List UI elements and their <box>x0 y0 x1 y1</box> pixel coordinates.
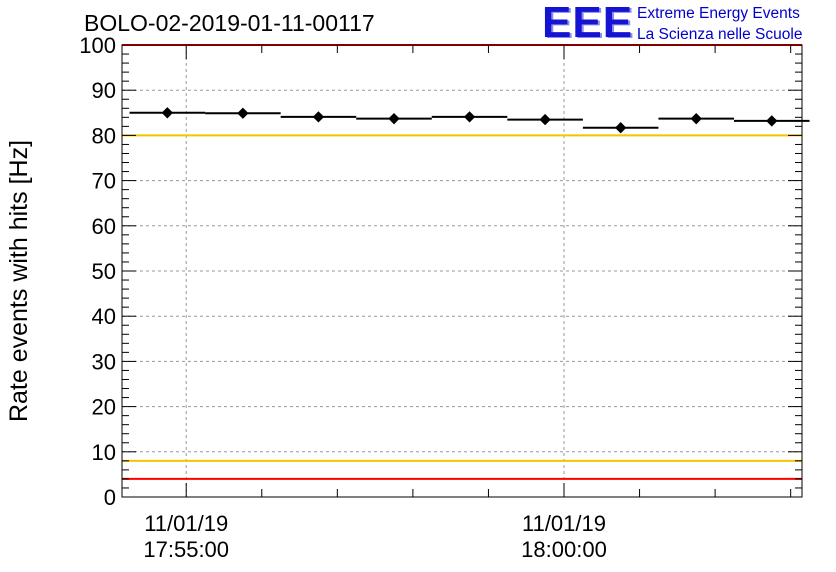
y-tick-label: 0 <box>104 485 116 510</box>
point-marker <box>312 111 325 123</box>
y-tick-label: 30 <box>92 349 116 374</box>
x-tick-label-time: 18:00:00 <box>521 537 607 562</box>
y-tick-label: 80 <box>92 123 116 148</box>
point-marker <box>237 107 249 119</box>
point-marker <box>615 122 627 134</box>
data-point <box>356 113 432 125</box>
logo-line-2: La Scienza nelle Scuole <box>637 26 803 43</box>
point-marker <box>539 113 551 126</box>
data-point <box>205 107 281 119</box>
y-tick-label: 40 <box>92 304 116 329</box>
data-point <box>431 111 508 123</box>
eee-logo: EEE Extreme Energy Events La Scienza nel… <box>542 0 834 48</box>
data-point <box>280 111 357 123</box>
y-tick-label: 90 <box>92 78 116 103</box>
x-tick-label-time: 17:55:00 <box>143 537 229 562</box>
point-marker <box>463 111 476 123</box>
axis-ticks <box>122 44 802 498</box>
point-marker <box>766 115 778 127</box>
y-tick-label: 20 <box>92 395 116 420</box>
logo-mark: EEE <box>542 0 634 47</box>
chart-title: BOLO-02-2019-01-11-00117 <box>84 10 375 36</box>
data-point <box>658 113 734 125</box>
reference-lines <box>122 44 802 480</box>
data-point <box>582 122 659 134</box>
point-marker <box>161 107 173 119</box>
y-tick-label: 50 <box>92 259 116 284</box>
data-point <box>129 107 206 119</box>
x-tick-label-date: 11/01/19 <box>144 511 228 536</box>
data-series <box>129 107 810 134</box>
logo-line-1: Extreme Energy Events <box>637 5 800 22</box>
y-tick-label: 70 <box>92 169 116 194</box>
y-tick-label: 100 <box>79 33 116 58</box>
x-tick-label-date: 11/01/19 <box>522 511 606 536</box>
data-point <box>507 113 583 126</box>
y-axis-title: Rate events with hits [Hz] <box>5 140 33 422</box>
axis-labels: 010203040506070809010011/01/1917:55:0011… <box>5 33 607 562</box>
y-tick-label: 60 <box>92 214 116 239</box>
y-tick-label: 10 <box>92 440 116 465</box>
point-marker <box>388 113 400 125</box>
point-marker <box>690 113 702 125</box>
